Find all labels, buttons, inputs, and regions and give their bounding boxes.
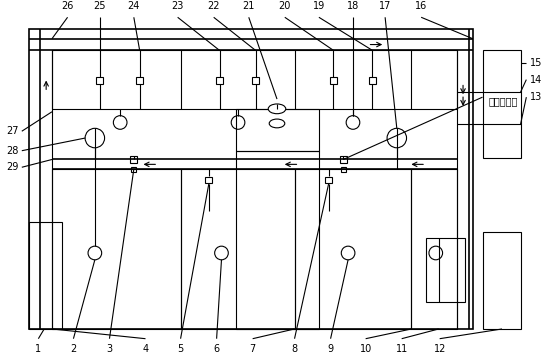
Text: 18: 18 bbox=[347, 1, 359, 11]
Text: 23: 23 bbox=[171, 1, 184, 11]
Text: 12: 12 bbox=[434, 344, 446, 354]
Bar bbox=[252, 77, 259, 84]
Circle shape bbox=[231, 116, 245, 129]
Text: 24: 24 bbox=[127, 1, 140, 11]
Bar bbox=[181, 169, 294, 329]
Text: 8: 8 bbox=[292, 344, 298, 354]
Text: 13: 13 bbox=[530, 92, 542, 102]
Bar bbox=[236, 151, 319, 329]
Circle shape bbox=[88, 246, 102, 260]
Bar bbox=[330, 77, 337, 84]
Text: 14: 14 bbox=[530, 75, 542, 84]
Circle shape bbox=[387, 128, 407, 148]
Text: 9: 9 bbox=[328, 344, 334, 354]
Bar bbox=[131, 167, 136, 172]
Bar bbox=[325, 176, 332, 183]
Text: 22: 22 bbox=[208, 1, 220, 11]
Text: 26: 26 bbox=[61, 1, 74, 11]
Text: 10: 10 bbox=[360, 344, 372, 354]
Text: 7: 7 bbox=[250, 344, 256, 354]
Bar bbox=[216, 77, 223, 84]
Text: 4: 4 bbox=[142, 344, 149, 354]
Ellipse shape bbox=[268, 104, 286, 114]
Bar bbox=[29, 222, 61, 329]
Bar bbox=[29, 29, 473, 329]
Circle shape bbox=[113, 116, 127, 129]
Text: 21: 21 bbox=[243, 1, 255, 11]
Bar bbox=[426, 238, 465, 302]
Text: 19: 19 bbox=[313, 1, 325, 11]
Bar bbox=[52, 169, 181, 329]
Bar bbox=[136, 77, 143, 84]
Ellipse shape bbox=[269, 119, 285, 128]
Text: 29: 29 bbox=[7, 162, 19, 172]
Text: 6: 6 bbox=[214, 344, 220, 354]
Circle shape bbox=[215, 246, 228, 260]
Text: 15: 15 bbox=[530, 58, 542, 68]
Text: 11: 11 bbox=[395, 344, 408, 354]
Bar bbox=[96, 77, 103, 84]
Bar bbox=[205, 176, 212, 183]
Bar bbox=[341, 167, 346, 172]
Bar bbox=[483, 231, 522, 329]
Circle shape bbox=[85, 128, 105, 148]
Text: 20: 20 bbox=[278, 1, 291, 11]
Text: 28: 28 bbox=[7, 146, 19, 156]
Bar bbox=[369, 77, 376, 84]
Circle shape bbox=[346, 116, 360, 129]
Bar bbox=[131, 156, 137, 163]
Circle shape bbox=[429, 246, 442, 260]
Text: 3: 3 bbox=[107, 344, 113, 354]
Bar bbox=[236, 109, 319, 151]
Text: 25: 25 bbox=[93, 1, 106, 11]
Text: 5: 5 bbox=[177, 344, 184, 354]
Text: 27: 27 bbox=[7, 126, 19, 136]
Bar bbox=[411, 169, 457, 329]
Text: 2: 2 bbox=[70, 344, 76, 354]
Text: 16: 16 bbox=[415, 1, 427, 11]
Bar bbox=[340, 156, 346, 163]
Bar bbox=[483, 50, 520, 158]
Text: 17: 17 bbox=[379, 1, 391, 11]
Bar bbox=[52, 50, 457, 109]
Bar bbox=[294, 169, 411, 329]
Text: 承压零部件: 承压零部件 bbox=[489, 96, 518, 106]
Text: 1: 1 bbox=[35, 344, 41, 354]
Circle shape bbox=[341, 246, 355, 260]
